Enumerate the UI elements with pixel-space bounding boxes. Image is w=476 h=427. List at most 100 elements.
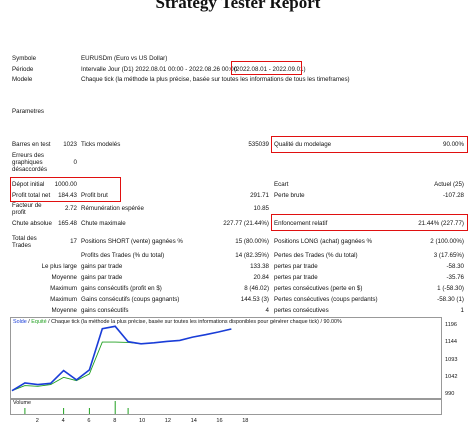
x-tick-label: 2 — [35, 418, 39, 424]
x-tick-label: 4 — [61, 418, 65, 424]
highlight-drawdown — [271, 214, 468, 231]
long-label: Positions LONG (achat) gagnées % — [274, 238, 373, 245]
largest-win-value: 133.38 — [250, 263, 269, 270]
pf-label: Facteur de profit — [12, 202, 42, 216]
average-label: Moyenne — [51, 274, 77, 281]
lost-value: 3 (17.65%) — [433, 252, 464, 259]
avg-cl-label: pertes consécutives — [274, 307, 329, 314]
x-tick-label: 8 — [113, 418, 117, 424]
max-cw-value: 8 (46.02) — [244, 285, 269, 292]
max-cw-label: gains consécutifs (profit en $) — [81, 285, 162, 292]
gross-profit-label: Profit brut — [81, 192, 108, 199]
deposit-value: 1000.00 — [54, 181, 77, 188]
gross-loss-label: Perte brute — [274, 192, 305, 199]
quality-value: 90.00% — [443, 141, 464, 148]
highlight-deposit — [10, 177, 121, 202]
net-label: Profit total net — [12, 192, 51, 199]
dd-rel-label: Enfoncement relatif — [274, 220, 328, 227]
gap-label: Ecart — [274, 181, 289, 188]
balance-line — [11, 325, 232, 392]
errors-value: 0 — [73, 159, 77, 166]
params-label: Parametres — [12, 108, 44, 115]
avg-cw-label: gains consécutifs — [81, 307, 129, 314]
x-tick-label: 6 — [87, 418, 91, 424]
y-tick-label: 1196 — [445, 322, 458, 328]
avg-win-label: gains par trade — [81, 274, 123, 281]
avg-loss-value: -35.76 — [446, 274, 464, 281]
report-title: Strategy Tester Report — [155, 0, 321, 12]
max-cl-label: pertes consécutives (perte en $) — [274, 285, 363, 292]
net-value: 184.43 — [58, 192, 77, 199]
largest-label: Le plus large — [41, 263, 77, 270]
bars-label: Barres en test — [12, 141, 51, 148]
symbol-value: EURUSDm (Euro vs US Dollar) — [81, 55, 168, 62]
dd-abs-value: 165.48 — [58, 220, 77, 227]
max-cl-value: 1 (-58.30) — [437, 285, 464, 292]
trades-value: 17 — [70, 238, 77, 245]
x-tick-label: 14 — [190, 418, 197, 424]
chart-legend: Solde / Equité / Chaque tick (la méthode… — [13, 319, 342, 325]
dd-rel-value: 21.44% (227.77) — [418, 220, 464, 227]
dd-abs-label: Chute absolue — [12, 220, 52, 227]
symbol-label: Symbole — [12, 55, 37, 62]
lost-label: Pertes des Trades (% du total) — [274, 252, 358, 259]
y-tick-label: 1042 — [445, 373, 458, 380]
period-label: Période — [12, 66, 34, 73]
avg-cl-value: 1 — [460, 307, 464, 314]
model-label: Modele — [12, 76, 33, 83]
quality-label: Qualité du modelage — [274, 141, 332, 148]
period-range: (2022.08.01 - 2022.09.01) — [234, 66, 306, 73]
short-label: Positions SHORT (vente) gagnées % — [81, 238, 183, 245]
maximum-label: Maximum — [50, 285, 77, 292]
pf-value: 2.72 — [64, 205, 77, 212]
balance-chart — [10, 317, 442, 399]
largest-loss-value: -58.30 — [446, 263, 464, 270]
x-tick-label: 10 — [139, 418, 146, 424]
won-value: 14 (82.35%) — [235, 252, 269, 259]
avg-cw-value: 4 — [265, 307, 269, 314]
period-value: Intervalle Jour (D1) 2022.08.01 00:00 - … — [81, 66, 238, 73]
max-cp-label: Gains consécutifs (coups gagnants) — [81, 296, 180, 303]
ticks-value: 535039 — [248, 141, 269, 148]
dd-max-value: 227.77 (21.44%) — [223, 220, 269, 227]
avg2-label: Moyenne — [51, 307, 77, 314]
dd-max-label: Chute maximale — [81, 220, 126, 227]
y-tick-label: 1093 — [445, 356, 458, 363]
legend-balance: Solde — [13, 319, 27, 325]
gap-value: Actuel (25) — [434, 181, 464, 188]
legend-sep: / — [26, 319, 32, 325]
avg-loss-label: pertes par trade — [274, 274, 318, 281]
avg-win-value: 20.84 — [253, 274, 269, 281]
short-value: 15 (80.00%) — [235, 238, 269, 245]
maximal-label: Maximum — [50, 296, 77, 303]
max-clp-label: Pertes consécutives (coups perdants) — [274, 296, 378, 303]
volume-panel — [10, 399, 442, 415]
equity-line — [11, 328, 232, 392]
x-tick-label: 16 — [216, 418, 223, 424]
bars-value: 1023 — [63, 141, 77, 148]
legend-text: / Chaque tick (la méthode la plus précis… — [46, 319, 342, 325]
legend-equity: Equité — [31, 319, 47, 325]
largest-loss-label: pertes par trade — [274, 263, 318, 270]
ticks-label: Ticks modelés — [81, 141, 121, 148]
trades-label: Total des Trades — [12, 235, 37, 249]
won-label: Profits des Trades (% du total) — [81, 252, 165, 259]
long-value: 2 (100.00%) — [430, 238, 464, 245]
highlight-quality — [271, 136, 468, 153]
payoff-label: Rémunération espérée — [81, 205, 144, 212]
largest-win-label: gains par trade — [81, 263, 123, 270]
model-value: Chaque tick (la méthode la plus précise,… — [81, 76, 350, 83]
max-clp-value: -58.30 (1) — [437, 296, 464, 303]
max-cp-value: 144.53 (3) — [240, 296, 269, 303]
highlight-period — [231, 61, 302, 75]
gross-loss-value: -107.28 — [443, 192, 464, 199]
volume-label: Volume — [13, 400, 31, 406]
gross-profit-value: 291.71 — [250, 192, 269, 199]
y-tick-label: 990 — [445, 391, 455, 397]
y-tick-label: 1144 — [445, 339, 458, 346]
deposit-label: Dépot initial — [12, 181, 45, 188]
payoff-value: 10.85 — [253, 205, 269, 212]
errors-label: Erreurs des graphiques désaccordés — [12, 152, 48, 173]
x-tick-label: 18 — [242, 418, 249, 424]
